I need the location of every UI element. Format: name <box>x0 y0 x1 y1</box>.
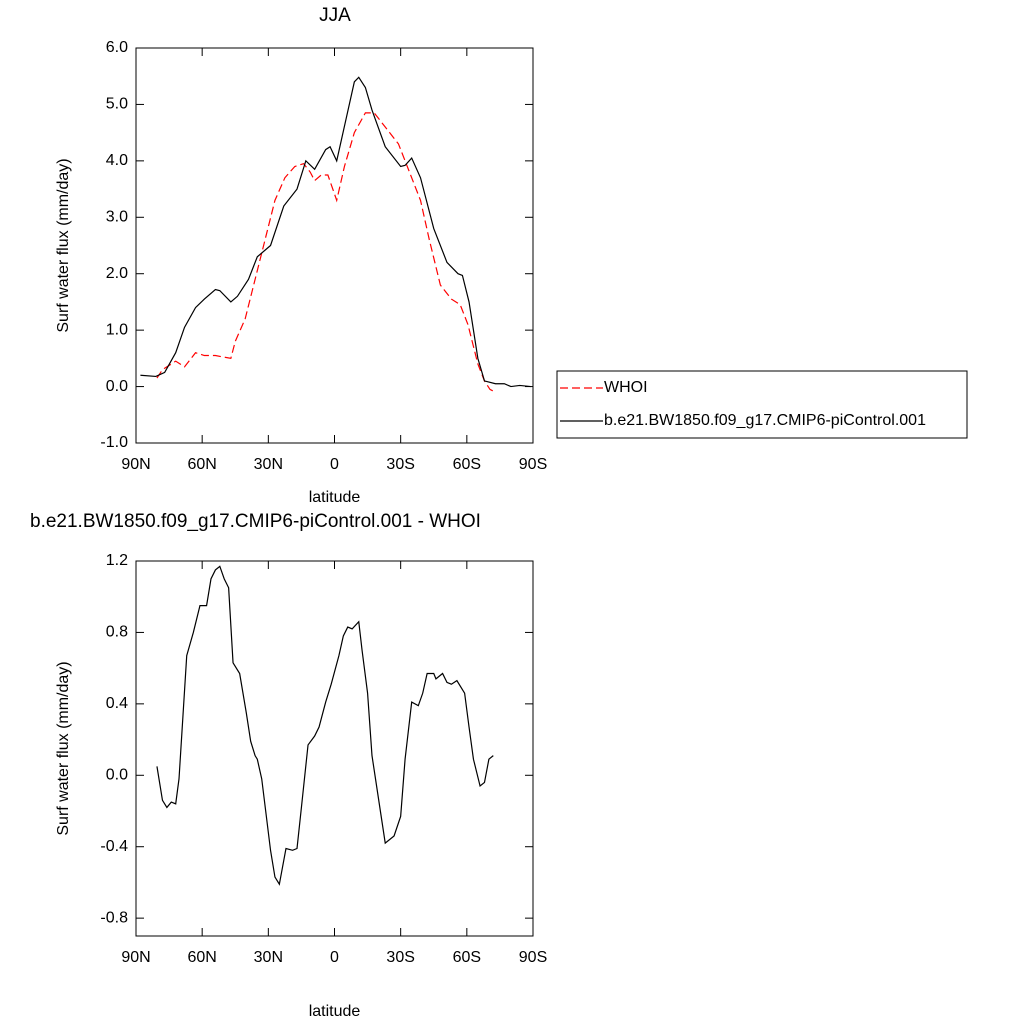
x-tick-label: 90N <box>121 456 150 473</box>
x-tick-label: 0 <box>330 456 339 473</box>
y-axis-label: Surf water flux (mm/day) <box>55 661 72 835</box>
x-tick-label: 60S <box>453 949 481 966</box>
y-tick-label: -1.0 <box>100 434 128 451</box>
y-tick-label: 6.0 <box>106 39 128 56</box>
x-tick-label: 60N <box>187 456 216 473</box>
data-line <box>156 565 494 886</box>
chart-title: JJA <box>319 5 351 26</box>
data-line <box>156 112 494 392</box>
x-tick-label: 60N <box>187 949 216 966</box>
y-tick-label: 1.0 <box>106 321 128 338</box>
plot-frame <box>135 47 534 444</box>
legend-label: b.e21.BW1850.f09_g17.CMIP6-piControl.001 <box>604 412 926 429</box>
x-tick-label: 60S <box>453 456 481 473</box>
data-line <box>140 76 531 388</box>
y-tick-label: -0.8 <box>100 909 128 926</box>
x-tick-label: 90N <box>121 949 150 966</box>
chart-title: b.e21.BW1850.f09_g17.CMIP6-piControl.001… <box>30 511 481 532</box>
y-tick-label: 0.0 <box>106 378 128 395</box>
legend-box <box>556 370 968 439</box>
y-tick-label: 0.4 <box>106 695 128 712</box>
legend-label: WHOI <box>604 379 648 396</box>
y-tick-label: -0.4 <box>100 838 128 855</box>
x-axis-label: latitude <box>309 1003 361 1020</box>
x-tick-label: 30S <box>386 949 414 966</box>
y-tick-label: 3.0 <box>106 209 128 226</box>
y-tick-label: 0.8 <box>106 624 128 641</box>
x-tick-label: 90S <box>519 949 547 966</box>
x-tick-label: 90S <box>519 456 547 473</box>
x-axis-label: latitude <box>309 489 361 506</box>
y-tick-label: 1.2 <box>106 552 128 569</box>
plot-frame <box>135 560 534 937</box>
y-tick-label: 4.0 <box>106 152 128 169</box>
y-tick-label: 0.0 <box>106 767 128 784</box>
y-tick-label: 2.0 <box>106 265 128 282</box>
y-axis-label: Surf water flux (mm/day) <box>55 158 72 332</box>
x-tick-label: 30S <box>386 456 414 473</box>
x-tick-label: 30N <box>254 456 283 473</box>
y-tick-label: 5.0 <box>106 96 128 113</box>
x-tick-label: 30N <box>254 949 283 966</box>
x-tick-label: 0 <box>330 949 339 966</box>
